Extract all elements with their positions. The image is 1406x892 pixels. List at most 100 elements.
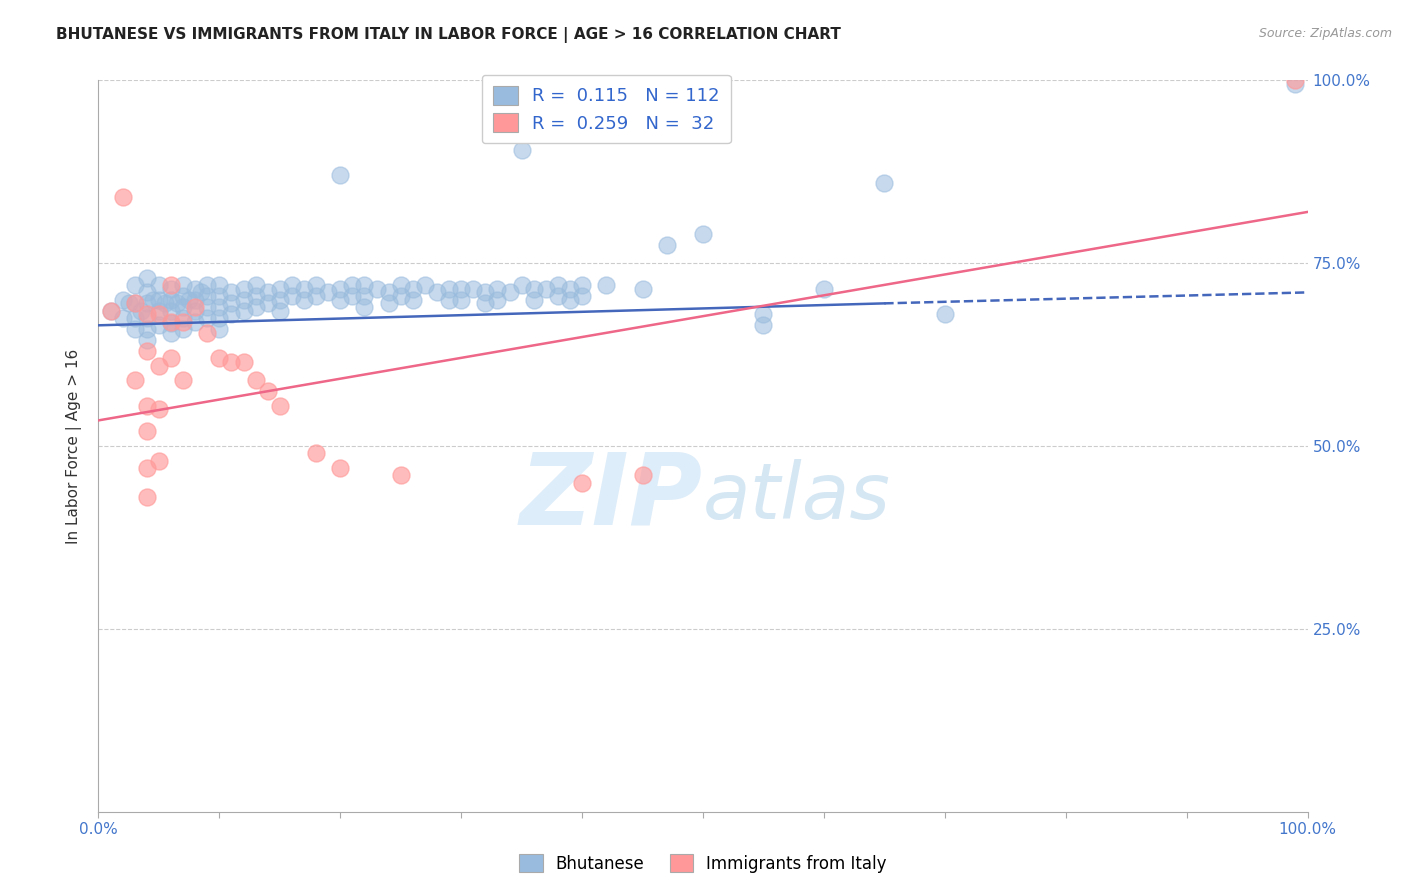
Point (292, 282, 315, 296)
Point (124, 373, 146, 387)
Point (135, 399, 157, 413)
Point (135, 461, 157, 475)
Text: BHUTANESE VS IMMIGRANTS FROM ITALY IN LABOR FORCE | AGE > 16 CORRELATION CHART: BHUTANESE VS IMMIGRANTS FROM ITALY IN LA… (56, 27, 841, 43)
Point (111, 310, 134, 325)
Point (402, 282, 425, 296)
Point (208, 300, 231, 314)
Point (160, 316, 183, 330)
Point (305, 446, 328, 460)
Point (256, 384, 278, 399)
Text: Source: ZipAtlas.com: Source: ZipAtlas.com (1258, 27, 1392, 40)
Point (195, 300, 218, 314)
Point (571, 289, 593, 303)
Point (437, 293, 460, 307)
Point (269, 282, 291, 296)
Point (135, 322, 157, 336)
Point (316, 285, 339, 300)
Point (195, 310, 218, 325)
Point (232, 355, 254, 369)
Point (190, 285, 212, 300)
Point (172, 289, 194, 303)
Point (752, 307, 775, 321)
Point (208, 351, 231, 366)
Point (195, 278, 218, 293)
Point (195, 326, 218, 340)
Point (221, 355, 243, 369)
Point (342, 289, 364, 303)
Point (353, 300, 375, 314)
Point (269, 399, 291, 413)
Point (184, 315, 207, 329)
Point (474, 285, 496, 300)
Point (160, 303, 183, 318)
Point (631, 282, 654, 296)
Point (486, 282, 509, 296)
Point (486, 293, 509, 307)
Point (245, 289, 267, 303)
Point (342, 278, 364, 293)
Point (111, 293, 134, 307)
Point (124, 278, 146, 293)
Point (184, 282, 207, 296)
Point (184, 293, 207, 307)
Point (510, 278, 533, 293)
Point (195, 289, 218, 303)
Point (160, 293, 183, 307)
Point (135, 425, 157, 439)
Point (208, 289, 231, 303)
Point (305, 278, 328, 293)
Point (329, 169, 352, 183)
Point (148, 453, 170, 467)
Point (510, 143, 533, 157)
Point (172, 322, 194, 336)
Point (595, 278, 617, 293)
Point (172, 300, 194, 314)
Point (353, 278, 375, 293)
Point (148, 318, 170, 333)
Point (558, 293, 581, 307)
Text: atlas: atlas (703, 459, 891, 535)
Text: ZIP: ZIP (520, 449, 703, 546)
Point (1284, 73, 1306, 87)
Point (153, 296, 176, 310)
Point (124, 322, 146, 336)
Point (124, 296, 146, 310)
Point (474, 296, 496, 310)
Point (135, 490, 157, 504)
Point (232, 293, 254, 307)
Point (208, 322, 231, 336)
Point (437, 282, 460, 296)
Point (377, 285, 399, 300)
Point (934, 307, 956, 321)
Point (184, 303, 207, 318)
Point (232, 303, 254, 318)
Point (124, 310, 146, 325)
Point (305, 289, 328, 303)
Point (413, 278, 436, 293)
Point (172, 310, 194, 325)
Point (353, 289, 375, 303)
Point (135, 270, 157, 285)
Point (160, 278, 183, 293)
Point (329, 282, 352, 296)
Point (232, 282, 254, 296)
Point (752, 318, 775, 333)
Point (129, 303, 152, 318)
Point (547, 278, 569, 293)
Point (329, 293, 352, 307)
Point (208, 310, 231, 325)
Point (124, 296, 146, 310)
Legend: R =  0.115   N = 112, R =  0.259   N =  32: R = 0.115 N = 112, R = 0.259 N = 32 (482, 75, 731, 144)
Point (160, 315, 183, 329)
Point (377, 296, 399, 310)
Point (366, 282, 388, 296)
Point (135, 285, 157, 300)
Point (208, 278, 231, 293)
Point (498, 285, 520, 300)
Point (142, 293, 165, 307)
Point (148, 402, 170, 417)
Point (269, 303, 291, 318)
Point (389, 289, 412, 303)
Point (655, 237, 678, 252)
Point (100, 303, 122, 318)
